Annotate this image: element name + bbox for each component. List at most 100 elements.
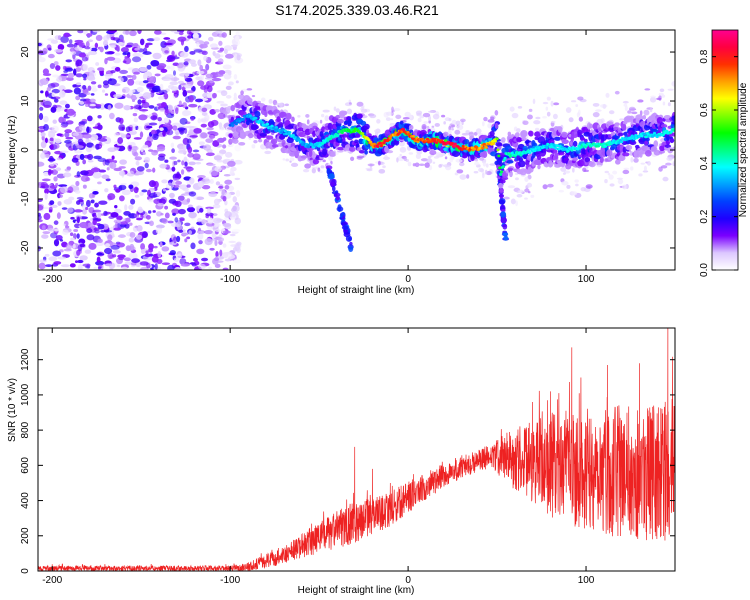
noise-blob bbox=[123, 104, 131, 111]
noise-blob bbox=[139, 108, 149, 112]
ridge-core bbox=[484, 146, 488, 149]
ridge-blob bbox=[514, 132, 520, 138]
ridge-blob bbox=[617, 132, 624, 137]
noise-blob bbox=[61, 207, 68, 210]
ridge-core bbox=[475, 145, 479, 149]
halo-blob bbox=[604, 178, 608, 184]
ridge-blob bbox=[494, 122, 499, 129]
halo-blob bbox=[393, 108, 401, 112]
halo-blob bbox=[261, 97, 266, 102]
noise-blob bbox=[110, 211, 119, 218]
noise-blob bbox=[49, 144, 54, 150]
y-tick-label: 200 bbox=[20, 527, 31, 544]
ridge-blob bbox=[534, 131, 542, 138]
noise-blob bbox=[170, 65, 175, 72]
noise-blob bbox=[77, 30, 84, 34]
colorbar-tick-label: 0.6 bbox=[699, 103, 710, 117]
halo-blob bbox=[576, 112, 580, 118]
branch-blob bbox=[502, 223, 508, 230]
noise-blob bbox=[233, 92, 237, 98]
ridge-core bbox=[545, 146, 549, 150]
noise-blob bbox=[118, 256, 125, 261]
halo-blob bbox=[474, 161, 480, 166]
x-tick-label: 100 bbox=[578, 274, 595, 285]
halo-blob bbox=[442, 164, 451, 168]
noise-blob bbox=[159, 163, 167, 169]
halo-blob bbox=[575, 183, 579, 187]
halo-blob bbox=[532, 98, 536, 105]
halo-blob bbox=[614, 159, 621, 165]
halo-blob bbox=[602, 103, 607, 110]
noise-blob bbox=[62, 223, 66, 226]
noise-blob bbox=[203, 144, 212, 151]
ridge-blob bbox=[271, 144, 280, 148]
halo-blob bbox=[527, 114, 533, 120]
ridge-blob bbox=[363, 123, 370, 130]
noise-blob bbox=[175, 107, 179, 115]
noise-blob bbox=[42, 231, 51, 234]
ridge-blob bbox=[259, 132, 267, 137]
noise-blob bbox=[136, 86, 144, 93]
noise-blob bbox=[94, 202, 99, 208]
noise-blob bbox=[182, 137, 189, 145]
ridge-blob bbox=[340, 134, 349, 138]
noise-blob bbox=[209, 179, 214, 185]
noise-blob bbox=[90, 93, 95, 96]
noise-blob bbox=[161, 246, 170, 252]
noise-blob bbox=[235, 80, 239, 84]
halo-blob bbox=[302, 169, 310, 173]
noise-blob bbox=[63, 89, 73, 94]
branch-blob bbox=[328, 173, 334, 178]
halo-blob bbox=[570, 100, 577, 103]
noise-blob bbox=[64, 132, 70, 138]
branch-blob bbox=[341, 225, 349, 230]
noise-blob bbox=[77, 244, 83, 252]
noise-blob bbox=[188, 230, 193, 235]
halo-blob bbox=[328, 155, 333, 161]
halo-blob bbox=[278, 102, 283, 108]
ridge-blob bbox=[316, 146, 321, 152]
halo-blob bbox=[558, 189, 564, 193]
noise-blob bbox=[82, 73, 88, 79]
noise-blob bbox=[154, 263, 158, 270]
noise-blob bbox=[145, 125, 153, 129]
noise-blob bbox=[114, 204, 118, 209]
noise-blob bbox=[164, 50, 169, 54]
noise-blob bbox=[168, 105, 173, 112]
halo-blob bbox=[478, 167, 484, 173]
halo-blob bbox=[616, 177, 624, 180]
ridge-blob bbox=[330, 151, 336, 157]
halo-blob bbox=[515, 177, 519, 181]
noise-blob bbox=[221, 32, 227, 38]
noise-blob bbox=[174, 267, 182, 270]
noise-blob bbox=[114, 67, 121, 72]
noise-blob bbox=[52, 250, 62, 257]
noise-blob bbox=[44, 253, 50, 257]
halo-blob bbox=[337, 150, 344, 153]
noise-blob bbox=[166, 65, 171, 70]
noise-blob bbox=[144, 162, 149, 169]
noise-blob bbox=[228, 81, 234, 86]
halo-blob bbox=[431, 125, 435, 129]
noise-blob bbox=[182, 89, 188, 97]
halo-blob bbox=[246, 88, 253, 91]
noise-blob bbox=[178, 252, 182, 257]
noise-blob bbox=[83, 30, 88, 35]
halo-blob bbox=[535, 127, 540, 131]
halo-blob bbox=[385, 117, 391, 121]
noise-blob bbox=[133, 213, 140, 219]
noise-blob bbox=[64, 168, 71, 172]
noise-blob bbox=[142, 151, 146, 156]
noise-blob bbox=[173, 160, 178, 166]
noise-blob bbox=[232, 205, 237, 212]
noise-blob bbox=[56, 75, 63, 83]
noise-blob bbox=[174, 180, 182, 185]
noise-blob bbox=[147, 210, 152, 214]
ridge-blob bbox=[494, 146, 498, 153]
noise-blob bbox=[208, 36, 214, 42]
noise-blob bbox=[139, 67, 148, 72]
noise-blob bbox=[74, 150, 83, 154]
noise-blob bbox=[183, 61, 189, 66]
ridge-core bbox=[491, 142, 496, 146]
noise-blob bbox=[60, 73, 70, 77]
